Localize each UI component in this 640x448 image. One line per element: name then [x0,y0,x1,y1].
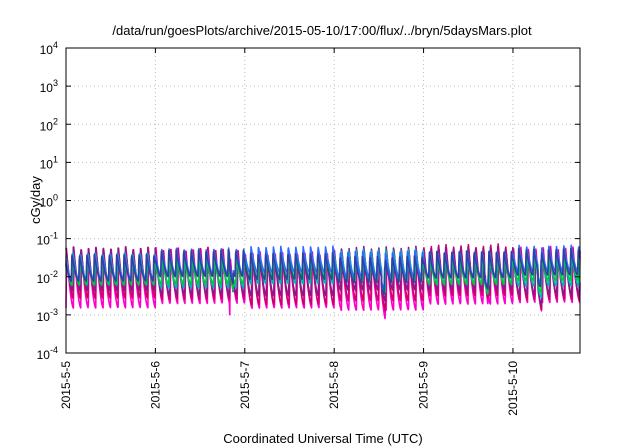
y-tick-exponent: 2 [53,116,58,126]
y-tick-label: 102 [40,116,58,133]
y-tick-exponent: 3 [53,78,58,88]
grid-layer [66,48,580,353]
x-tick-label: 2015-5-10 [506,361,520,416]
x-tick-label: 2015-5-5 [59,361,73,409]
y-tick-label: 10-2 [37,269,58,286]
y-tick-label: 104 [40,40,58,57]
y-tick-exponent: -2 [50,269,58,279]
x-axis-title: Coordinated Universal Time (UTC) [223,431,422,446]
y-tick-label: 101 [40,154,58,171]
y-tick-exponent: -3 [50,307,58,317]
y-tick-exponent: -1 [50,231,58,241]
x-tick-label: 2015-5-6 [148,361,162,409]
x-tick-label: 2015-5-9 [417,361,431,409]
x-tick-label: 2015-5-7 [238,361,252,409]
y-tick-label: 10-4 [37,345,58,362]
y-tick-label: 10-3 [37,307,58,324]
y-tick-label: 100 [40,193,58,210]
y-tick-label: 10-1 [37,231,58,248]
series-layer [65,243,581,320]
y-tick-exponent: 1 [53,154,58,164]
y-tick-label: 103 [40,78,58,95]
series-line [65,247,581,295]
chart-title: /data/run/goesPlots/archive/2015-05-10/1… [112,23,532,38]
x-tick-label: 2015-5-8 [327,361,341,409]
y-axis-title: cGy/day [28,176,43,224]
y-tick-exponent: 4 [53,40,58,50]
y-tick-exponent: 0 [53,193,58,203]
y-tick-exponent: -4 [50,345,58,355]
